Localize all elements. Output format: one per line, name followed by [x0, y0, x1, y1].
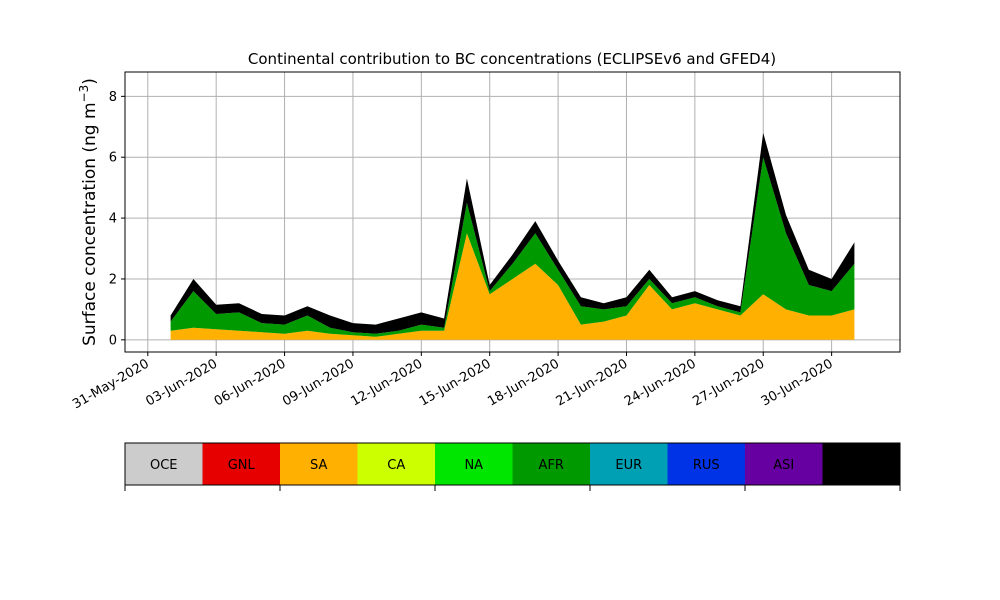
legend-swatch-eur [590, 443, 668, 485]
y-axis-label-close: ) [80, 78, 100, 85]
axis-layer: 31-May-202003-Jun-202006-Jun-202009-Jun-… [70, 90, 836, 412]
y-tick-label: 4 [109, 212, 117, 227]
area-series-sa [170, 233, 855, 340]
x-tick-label: 30-Jun-2020 [759, 356, 836, 409]
legend-label-eur: EUR [615, 458, 642, 473]
y-axis-label-exponent: −3 [77, 85, 91, 103]
legend-label-rus: RUS [693, 458, 720, 473]
x-tick-label: 15-Jun-2020 [417, 356, 494, 409]
area-series-afr [170, 157, 855, 337]
legend-swatch-asi [745, 443, 823, 485]
x-tick-label: 09-Jun-2020 [280, 356, 357, 409]
x-tick-label: 18-Jun-2020 [485, 356, 562, 409]
y-axis-label: Surface concentration (ng m−3) [77, 78, 100, 346]
legend-swatch-gnl [202, 443, 280, 485]
legend-swatch-rus [667, 443, 745, 485]
legend-label-asi: ASI [773, 458, 794, 473]
x-tick-label: 31-May-2020 [70, 356, 152, 412]
x-tick-label: 21-Jun-2020 [554, 356, 631, 409]
plot-frame [124, 71, 901, 353]
x-tick-label: 06-Jun-2020 [212, 356, 289, 409]
legend-label-oce: OCE [150, 458, 178, 473]
y-tick-label: 0 [109, 333, 117, 348]
legend-swatch-na [435, 443, 513, 485]
legend-label-afr: AFR [539, 458, 564, 473]
plot-area [124, 71, 901, 353]
legend-swatch-afr [512, 443, 590, 485]
area-layer [170, 132, 855, 340]
legend-swatch-sa [280, 443, 358, 485]
legend: OCE GNL SA CA NA AFR EUR RUS ASI AUS [124, 442, 901, 491]
legend-label-gnl: GNL [228, 458, 256, 473]
legend-label-na: NA [464, 458, 483, 473]
legend-label-ca: CA [387, 458, 405, 473]
y-tick-label: 6 [109, 151, 117, 166]
x-tick-label: 24-Jun-2020 [622, 356, 699, 409]
legend-swatch-oce [125, 443, 203, 485]
y-tick-label: 2 [109, 272, 117, 287]
legend-label-sa: SA [310, 458, 327, 473]
x-tick-label: 03-Jun-2020 [143, 356, 220, 409]
y-tick-label: 8 [109, 90, 117, 105]
legend-label-aus: AUS [848, 458, 875, 473]
legend-swatch-aus [822, 443, 900, 485]
x-tick-label: 12-Jun-2020 [349, 356, 426, 409]
x-tick-label: 27-Jun-2020 [690, 356, 767, 409]
legend-frame [124, 442, 901, 486]
chart-title: Continental contribution to BC concentra… [248, 50, 776, 68]
legend-swatch-ca [357, 443, 435, 485]
y-axis-label-main: Surface concentration (ng m [80, 102, 100, 345]
